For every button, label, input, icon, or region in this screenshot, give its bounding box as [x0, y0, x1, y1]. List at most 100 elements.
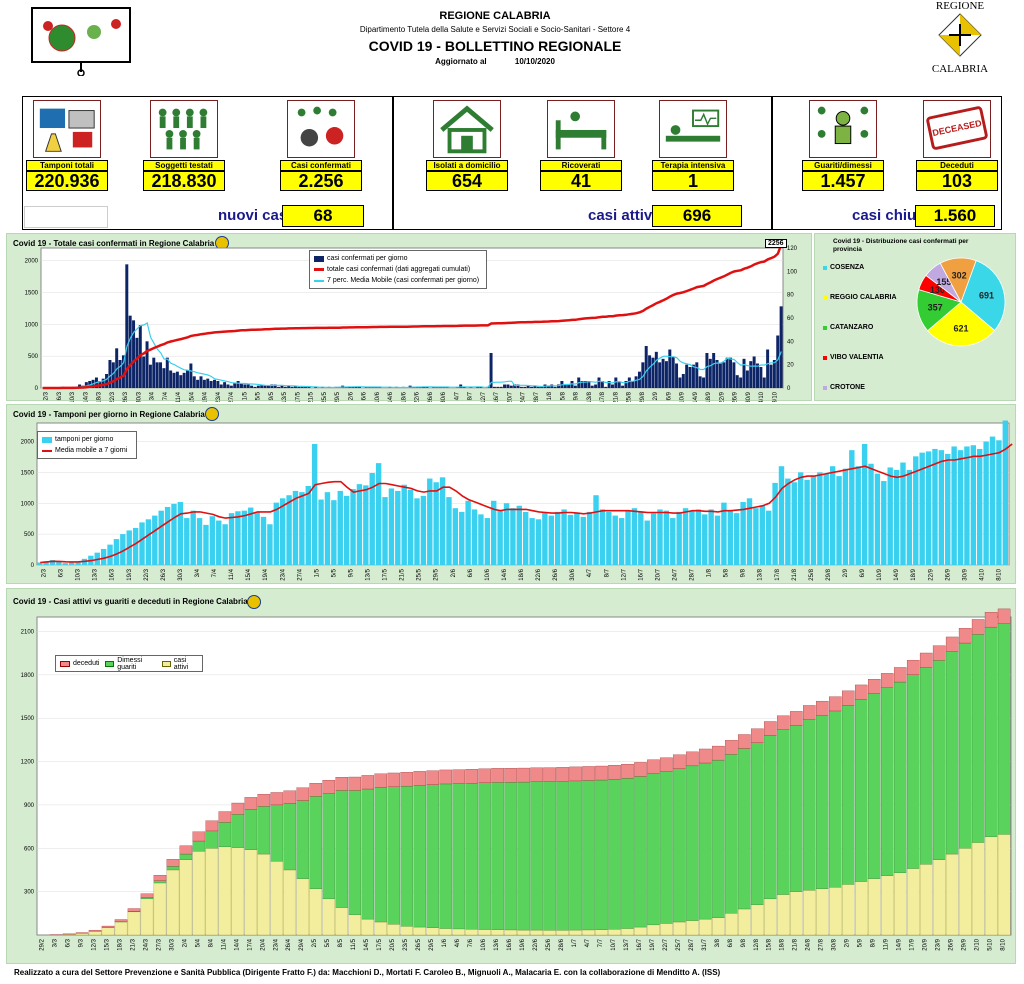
- x-tick: 9/5: [269, 391, 275, 400]
- daily-case-bar: [260, 384, 264, 388]
- recovered-bar: [322, 793, 336, 900]
- tests-bar: [561, 509, 567, 565]
- daily-case-bar: [108, 360, 112, 388]
- deceased-bar: [231, 802, 245, 815]
- tests-bar: [574, 513, 580, 565]
- recovered-bar: [296, 800, 310, 879]
- daily-case-bar: [142, 356, 146, 388]
- x-tick: 21/8: [792, 568, 798, 580]
- daily-case-bar: [250, 385, 254, 388]
- daily-case-bar: [199, 376, 203, 388]
- x-tick: 3/4: [150, 391, 156, 400]
- daily-case-bar: [236, 381, 240, 388]
- daily-case-bar: [600, 381, 604, 388]
- x-tick: 18/6: [401, 391, 407, 402]
- recovered-person-icon-graphic: [817, 106, 869, 145]
- tests-bar: [689, 510, 695, 565]
- y-left-tick: 1500: [25, 291, 39, 297]
- x-tick: 3/4: [195, 568, 201, 577]
- x-tick: 25/8: [809, 568, 815, 580]
- recovered-bar: [348, 790, 362, 915]
- cumulative-cases-line: [42, 243, 783, 390]
- legend-recovered: Dimessi guariti: [117, 656, 143, 671]
- x-tick: 1/6: [442, 938, 448, 947]
- tests-bar: [158, 510, 164, 565]
- chart-tests-svg: 0 500 1000 1500 2000 2/3 6/3 10/3 13/3 16/3 19/3 22…: [21, 420, 1013, 581]
- deceased-bar: [855, 684, 868, 700]
- daily-case-bar: [358, 386, 362, 388]
- daily-case-bar: [304, 386, 308, 388]
- tests-bar: [164, 506, 171, 565]
- recovered-person-icon: [809, 100, 877, 158]
- tests-bar: [554, 511, 561, 565]
- legend-swatch-active: [162, 660, 171, 667]
- daily-case-bar: [621, 385, 625, 388]
- daily-case-bar: [300, 386, 304, 388]
- chart-active-title: Covid 19 - Casi attivi vs guariti e dece…: [13, 597, 248, 606]
- x-tick: 6/6: [362, 391, 368, 400]
- tests-bar: [708, 509, 714, 565]
- active-cases-bar: [712, 917, 725, 936]
- deceased-bar: [88, 930, 102, 932]
- tests-bar: [216, 520, 222, 565]
- recovered-bar: [751, 742, 764, 905]
- daily-case-bar: [729, 357, 733, 388]
- tests-bar: [388, 488, 395, 565]
- x-tick: 9/3: [78, 938, 84, 947]
- y-right-tick: 100: [787, 269, 798, 275]
- daily-case-bar: [229, 385, 233, 388]
- tests-bar: [945, 453, 951, 565]
- active-cases-bar: [127, 911, 141, 936]
- x-tick: 26/9: [949, 938, 955, 950]
- deceased-stamp-icon: DECEASED: [923, 100, 991, 158]
- pie-legend-item: CATANZARO: [823, 322, 963, 333]
- active-cases-bar: [426, 927, 439, 936]
- deceased-stamp-icon-graphic: [926, 106, 988, 150]
- tests-bar: [420, 495, 427, 565]
- deceased-bar: [984, 612, 998, 628]
- active-cases-bar: [647, 924, 660, 936]
- daily-case-bar: [172, 372, 176, 388]
- x-tick: 5/5: [325, 938, 331, 947]
- y-tick: 0: [31, 563, 35, 569]
- daily-case-bar: [681, 374, 685, 388]
- x-tick: 24/8: [806, 938, 812, 950]
- deceased-bar: [803, 705, 816, 720]
- tests-bar: [478, 514, 484, 565]
- daily-case-bar: [722, 362, 726, 388]
- active-cases-bar: [751, 904, 764, 936]
- recovered-bar: [465, 783, 478, 930]
- active-cases-bar: [361, 918, 375, 936]
- daily-case-bar: [570, 381, 574, 388]
- x-tick: 14/4: [234, 938, 240, 950]
- active-cases-bar: [387, 924, 400, 936]
- x-tick: 8/7: [468, 391, 474, 400]
- x-tick: 9/8: [741, 568, 747, 577]
- active-cases-bar: [867, 878, 881, 936]
- active-cases-bar: [777, 894, 790, 936]
- tests-bar: [548, 515, 554, 565]
- daily-case-bar: [479, 386, 483, 388]
- daily-case-bar: [776, 335, 780, 388]
- x-tick: 10/3: [76, 568, 82, 580]
- pie-legend-item: CROTONE: [823, 382, 963, 393]
- deceased-bar: [634, 762, 647, 777]
- recovered-bar: [842, 705, 855, 885]
- tests-bar: [113, 539, 120, 565]
- x-tick: 8/10: [772, 391, 778, 402]
- y-tick: 300: [24, 890, 35, 896]
- pie-value-label: 155: [936, 277, 951, 287]
- tests-bar: [957, 450, 964, 565]
- y-tick: 1500: [21, 470, 35, 476]
- daily-case-bar: [189, 363, 193, 388]
- active-cases-bar: [192, 851, 206, 936]
- tests-bar: [452, 508, 459, 565]
- daily-case-bar: [105, 374, 109, 388]
- x-tick: 17/8: [775, 568, 781, 580]
- daily-case-bar: [614, 377, 618, 388]
- daily-case-bar: [732, 362, 736, 388]
- daily-case-bar: [277, 386, 281, 388]
- x-tick: 18/8: [780, 938, 786, 950]
- legend-swatch-tests-avg: [42, 449, 52, 452]
